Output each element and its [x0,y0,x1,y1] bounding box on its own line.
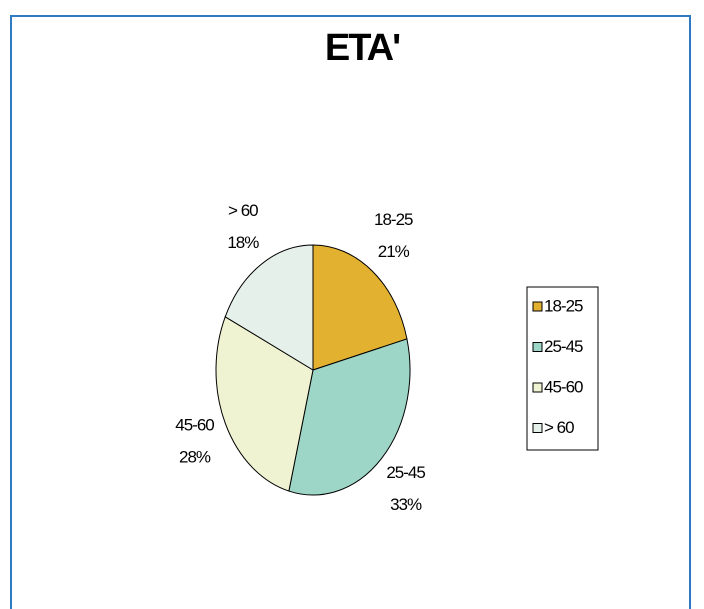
legend-swatch [532,382,543,393]
legend-swatch [532,342,543,352]
chart-title: ETA' [325,27,400,69]
pie-slice [312,244,408,371]
slice-category-label: 45-60 [175,415,214,434]
slice-category-label: > 60 [228,201,258,220]
legend-label: 45-60 [544,377,583,396]
pie-slice [215,316,314,492]
legend-label: 25-45 [544,337,583,356]
legend-label: > 60 [544,418,574,437]
pie-slice [288,338,411,496]
legend-label: 18-25 [544,296,583,315]
pie-slice [224,244,314,371]
slice-value-label: 33% [390,495,422,514]
slice-value-label: 18% [227,233,259,252]
slice-category-label: 18-25 [374,210,413,229]
frame [10,15,691,609]
slice-value-label: 28% [179,447,211,466]
legend-box [526,286,599,451]
legend-swatch [532,423,543,433]
legend-swatch [532,301,543,312]
slice-category-label: 25-45 [386,463,425,482]
slice-value-label: 21% [378,242,410,261]
